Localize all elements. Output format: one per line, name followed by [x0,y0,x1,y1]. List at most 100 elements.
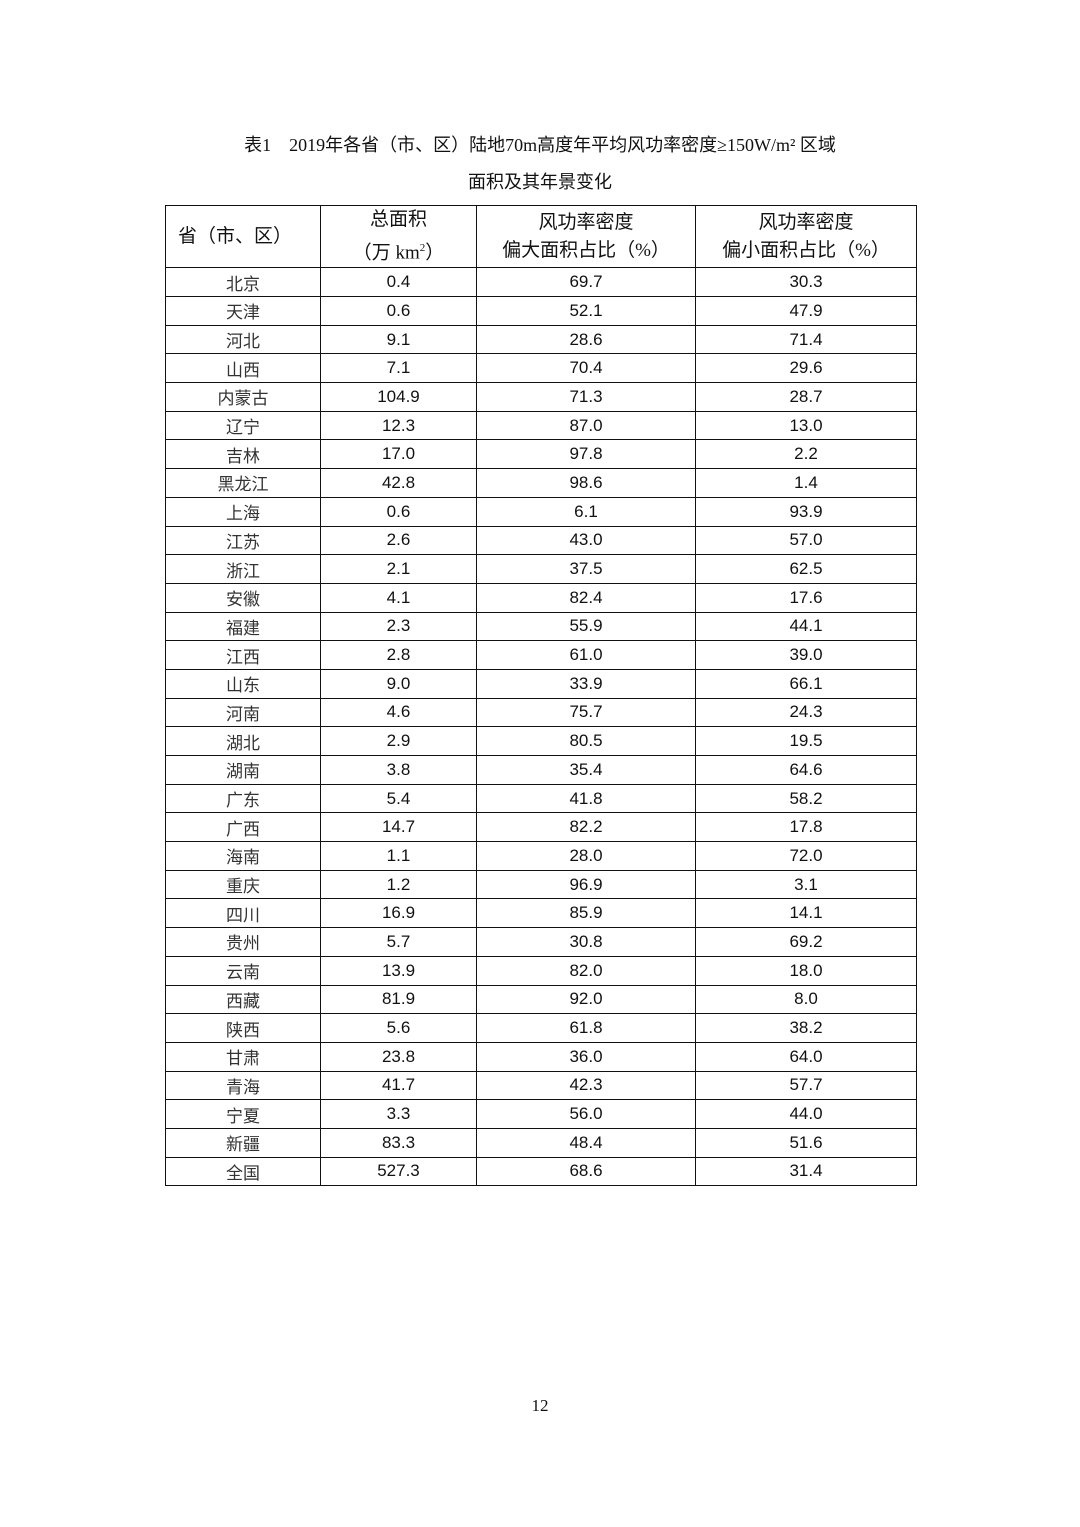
province-cell: 山西 [165,353,321,384]
total-area-cell: 0.6 [320,496,477,527]
total-area-cell: 2.8 [320,640,477,670]
province-cell: 内蒙古 [165,382,321,412]
table-row: 湖北 2.9 80.5 19.5 [165,726,917,757]
province-cell: 河北 [165,324,321,355]
total-area-cell: 2.3 [320,611,477,642]
high-ratio-cell: 92.0 [476,984,696,1015]
total-area-cell: 83.3 [320,1127,477,1158]
province-cell: 山东 [165,668,321,699]
province-cell: 浙江 [165,554,321,584]
high-ratio-cell: 43.0 [476,525,696,556]
total-area-cell: 2.1 [320,554,477,584]
table-row: 天津 0.6 52.1 47.9 [165,296,917,326]
province-cell: 宁夏 [165,1099,321,1129]
high-ratio-cell: 98.6 [476,468,696,498]
high-ratio-cell: 85.9 [476,898,696,929]
low-ratio-cell: 44.0 [695,1099,917,1129]
table-title: 表1 2019年各省（市、区）陆地70m高度年平均风功率密度≥150W/m² 区… [244,135,836,155]
table-row: 吉林 17.0 97.8 2.2 [165,439,917,470]
low-ratio-cell: 64.0 [695,1041,917,1072]
header-low-ratio-line2: 偏小面积占比（%） [722,239,890,261]
high-ratio-cell: 35.4 [476,755,696,785]
province-cell: 陕西 [165,1013,321,1043]
table-row: 黑龙江 42.8 98.6 1.4 [165,468,917,498]
province-cell: 甘肃 [165,1041,321,1072]
province-cell: 贵州 [165,927,321,957]
low-ratio-cell: 8.0 [695,984,917,1015]
high-ratio-cell: 56.0 [476,1099,696,1129]
high-ratio-cell: 97.8 [476,439,696,470]
total-area-cell: 9.1 [320,324,477,355]
high-ratio-cell: 48.4 [476,1127,696,1158]
table-row: 广东 5.4 41.8 58.2 [165,783,917,814]
table-row: 贵州 5.7 30.8 69.2 [165,927,917,957]
low-ratio-cell: 39.0 [695,640,917,670]
high-ratio-cell: 82.4 [476,582,696,613]
table-row: 山东 9.0 33.9 66.1 [165,668,917,699]
total-area-cell: 42.8 [320,468,477,498]
table-row: 重庆 1.2 96.9 3.1 [165,869,917,900]
page-number: 12 [531,1396,549,1415]
high-ratio-cell: 33.9 [476,668,696,699]
low-ratio-cell: 1.4 [695,468,917,498]
table-row: 浙江 2.1 37.5 62.5 [165,554,917,584]
table-title-continued: 面积及其年景变化 [468,172,612,192]
total-area-cell: 5.4 [320,783,477,814]
low-ratio-cell: 17.6 [695,582,917,613]
total-area-cell: 23.8 [320,1041,477,1072]
low-ratio-cell: 17.8 [695,812,917,843]
table-row: 宁夏 3.3 56.0 44.0 [165,1099,917,1129]
header-total-area-unit-sup: 2 [419,242,426,254]
low-ratio-cell: 51.6 [695,1127,917,1158]
table-row: 内蒙古 104.9 71.3 28.7 [165,382,917,412]
high-ratio-cell: 55.9 [476,611,696,642]
header-high-ratio: 风功率密度 偏大面积占比（%） [476,204,696,269]
high-ratio-cell: 61.0 [476,640,696,670]
table-row: 江西 2.8 61.0 39.0 [165,640,917,670]
low-ratio-cell: 66.1 [695,668,917,699]
province-cell: 河南 [165,697,321,728]
total-area-cell: 3.3 [320,1099,477,1129]
table-row: 山西 7.1 70.4 29.6 [165,353,917,384]
high-ratio-cell: 82.2 [476,812,696,843]
low-ratio-cell: 44.1 [695,611,917,642]
low-ratio-cell: 64.6 [695,755,917,785]
total-area-cell: 0.4 [320,267,477,298]
table-row: 青海 41.7 42.3 57.7 [165,1070,917,1101]
table-row: 河北 9.1 28.6 71.4 [165,324,917,355]
table-body: 北京 0.4 69.7 30.3 天津 0.6 52.1 47.9 河北 9.1 28.6 71.4 山… [165,267,917,1187]
header-low-ratio-line1: 风功率密度 [758,211,854,233]
province-cell: 辽宁 [165,410,321,441]
low-ratio-cell: 58.2 [695,783,917,814]
wind-power-area-table: 省（市、区） 总面积 （万 km2） 风功率密度 偏大面积占比（%） 风功率密度… [165,204,917,1187]
high-ratio-cell: 75.7 [476,697,696,728]
low-ratio-cell: 57.7 [695,1070,917,1101]
province-cell: 福建 [165,611,321,642]
total-area-cell: 1.1 [320,841,477,871]
high-ratio-cell: 80.5 [476,726,696,757]
total-area-cell: 14.7 [320,812,477,843]
province-cell: 四川 [165,898,321,929]
low-ratio-cell: 29.6 [695,353,917,384]
high-ratio-cell: 28.0 [476,841,696,871]
header-total-area-line1: 总面积 [369,209,427,230]
province-cell: 黑龙江 [165,468,321,498]
province-cell: 青海 [165,1070,321,1101]
total-area-cell: 0.6 [320,296,477,326]
total-area-cell: 7.1 [320,353,477,384]
header-total-area-unit-suffix: ） [425,242,445,264]
table-row: 甘肃 23.8 36.0 64.0 [165,1041,917,1072]
province-cell: 重庆 [165,869,321,900]
high-ratio-cell: 42.3 [476,1070,696,1101]
province-cell: 广东 [165,783,321,814]
table-row: 全国 527.3 68.6 31.4 [165,1156,917,1187]
province-cell: 海南 [165,841,321,871]
province-cell: 新疆 [165,1127,321,1158]
high-ratio-cell: 96.9 [476,869,696,900]
header-low-ratio: 风功率密度 偏小面积占比（%） [695,204,917,269]
high-ratio-cell: 52.1 [476,296,696,326]
table-row: 四川 16.9 85.9 14.1 [165,898,917,929]
high-ratio-cell: 82.0 [476,955,696,986]
high-ratio-cell: 68.6 [476,1156,696,1187]
header-total-area-unit-prefix: （万 km [352,242,420,264]
